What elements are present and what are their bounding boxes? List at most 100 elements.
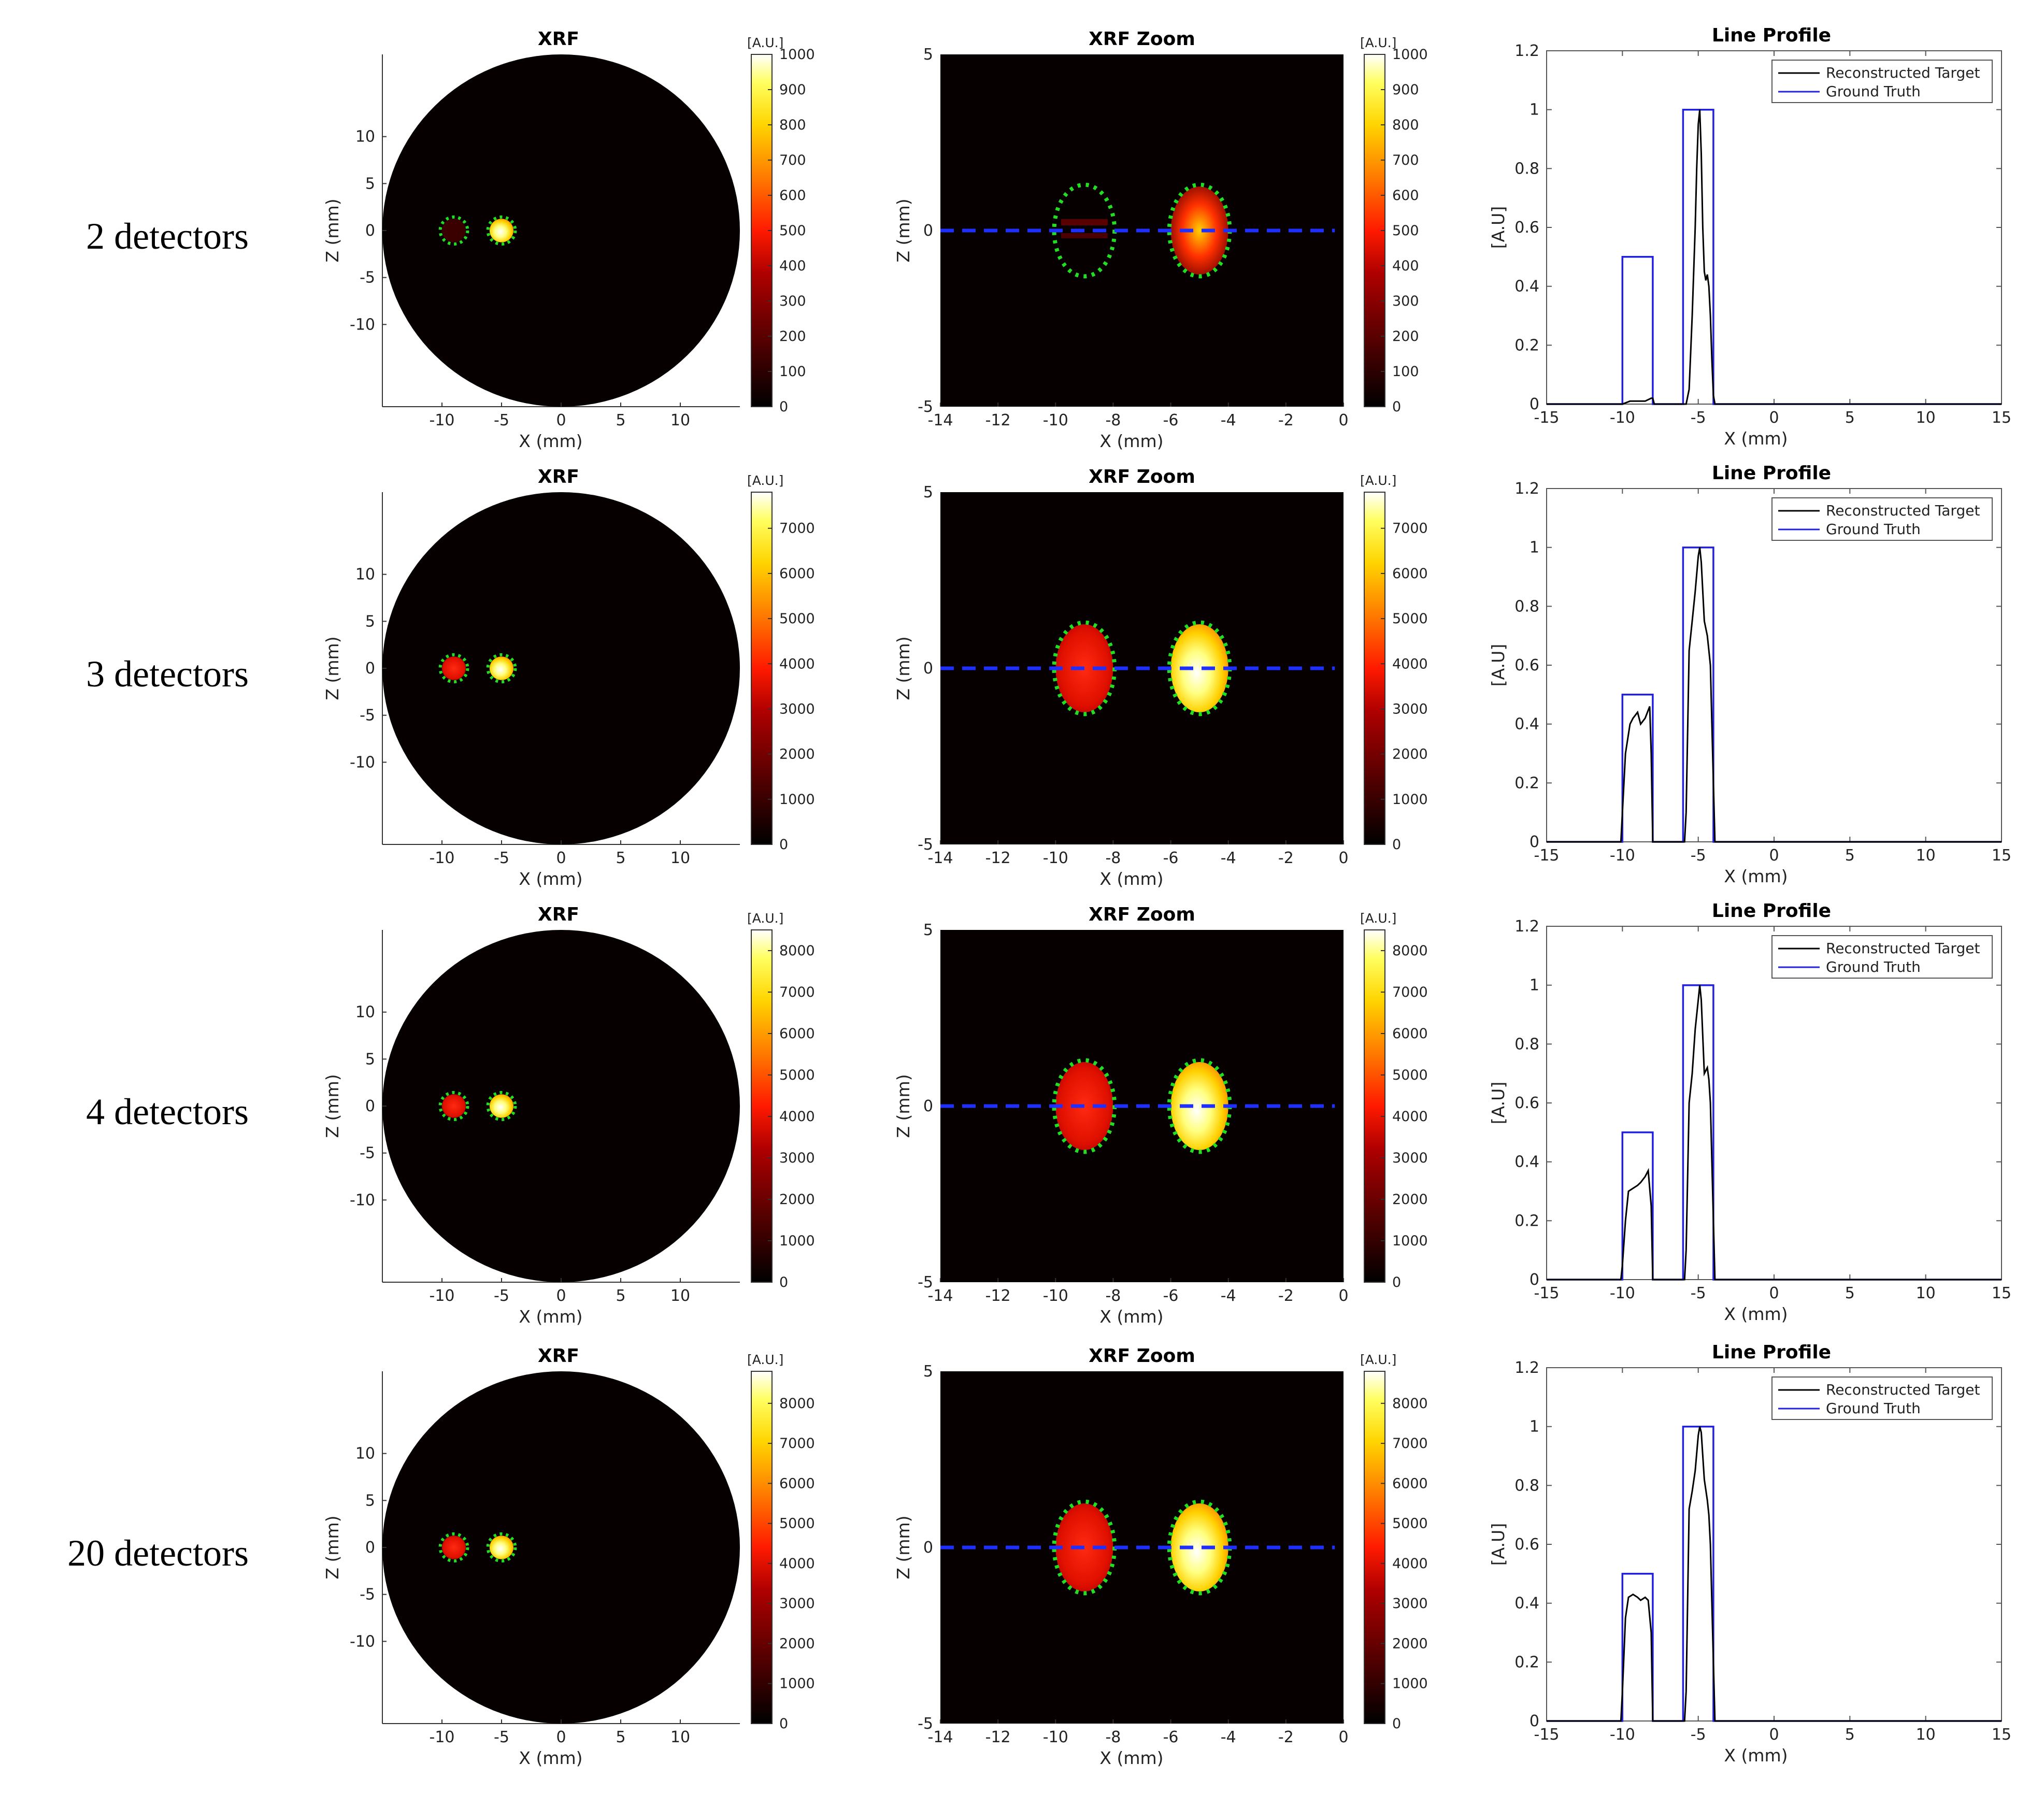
zoom-colorbar-tick-label: 700 bbox=[1392, 152, 1419, 168]
profile-y-tick-label: 1.2 bbox=[1514, 917, 1539, 936]
zoom-y-tick-label: 0 bbox=[923, 222, 933, 240]
zoom-colorbar-tick-label: 3000 bbox=[1392, 1150, 1428, 1166]
xrf-x-tick-label: 5 bbox=[616, 849, 625, 867]
xrf-colorbar-tick-label: 3000 bbox=[779, 701, 815, 717]
profile-y-tick-label: 0.4 bbox=[1514, 715, 1539, 734]
profile-x-tick-label: 15 bbox=[1992, 847, 2011, 865]
zoom-colorbar-tick-label: 5000 bbox=[1392, 1516, 1428, 1532]
xrf-colorbar-tick-label: 7000 bbox=[779, 1436, 815, 1452]
xrf-x-tick-label: 5 bbox=[616, 1728, 625, 1746]
profile-x-tick-label: 0 bbox=[1769, 409, 1779, 427]
profile-y-tick-label: 0.8 bbox=[1514, 1035, 1539, 1053]
xrf-y-label: Z (mm) bbox=[322, 1515, 342, 1579]
xrf-x-tick-label: -5 bbox=[494, 1287, 509, 1305]
zoom-y-tick-label: 0 bbox=[923, 659, 933, 678]
profile-y-tick-label: 0.4 bbox=[1514, 1153, 1539, 1171]
zoom-colorbar-unit: [A.U.] bbox=[1360, 911, 1396, 926]
xrf-y-tick-label: -5 bbox=[360, 1586, 375, 1604]
profile-y-tick-label: 0.2 bbox=[1514, 1212, 1539, 1230]
zoom-colorbar-tick-label: 3000 bbox=[1392, 1596, 1428, 1612]
xrf-colorbar-tick-label: 2000 bbox=[779, 747, 815, 763]
zoom-x-tick-label: -12 bbox=[985, 1287, 1011, 1305]
xrf-colorbar-tick-label: 1000 bbox=[779, 792, 815, 808]
xrf-target-outline bbox=[486, 1091, 517, 1122]
xrf-colorbar-tick-label: 400 bbox=[779, 258, 806, 274]
zoom-colorbar-tick-label: 0 bbox=[1392, 1274, 1401, 1290]
zoom-colorbar-tick-label: 8000 bbox=[1392, 1396, 1428, 1412]
zoom-target-spot bbox=[1170, 1062, 1228, 1150]
xrf-colorbar-tick-label: 3000 bbox=[779, 1596, 815, 1612]
zoom-x-tick-label: -4 bbox=[1221, 849, 1236, 867]
zoom-colorbar-tick-label: 5000 bbox=[1392, 611, 1428, 627]
xrf-y-tick-label: -5 bbox=[360, 269, 375, 287]
profile-legend-box bbox=[1771, 1376, 1993, 1420]
xrf-x-tick-label: -5 bbox=[494, 849, 509, 867]
xrf-colorbar bbox=[751, 492, 773, 845]
xrf-target-spot bbox=[442, 1536, 466, 1559]
profile-x-tick-label: 10 bbox=[1916, 1284, 1936, 1302]
profile-title: Line Profile bbox=[1712, 900, 1831, 922]
zoom-colorbar-tick-label: 200 bbox=[1392, 328, 1419, 345]
zoom-panel: -14 -12 -10 -8 -6 -4 -2 0 5 0 -5 XRF Zoom X (mm) Z (m… bbox=[893, 1345, 1428, 1768]
legend-label: Reconstructed Target bbox=[1826, 502, 1980, 519]
zoom-panel: -14 -12 -10 -8 -6 -4 -2 0 5 0 -5 XRF Zoom X (mm) Z (m… bbox=[893, 466, 1428, 889]
xrf-y-tick-label: -10 bbox=[350, 1632, 375, 1651]
xrf-colorbar-tick-label: 500 bbox=[779, 223, 806, 239]
xrf-target-outline bbox=[438, 215, 469, 246]
zoom-colorbar-tick-label: 6000 bbox=[1392, 1475, 1428, 1491]
xrf-x-label: X (mm) bbox=[519, 1748, 582, 1768]
zoom-x-tick-label: -6 bbox=[1163, 1728, 1179, 1746]
zoom-x-tick-label: -14 bbox=[928, 1287, 953, 1305]
zoom-colorbar-tick-label: 600 bbox=[1392, 188, 1419, 204]
zoom-colorbar-tick-label: 1000 bbox=[1392, 1676, 1428, 1692]
xrf-x-tick-label: -10 bbox=[430, 849, 455, 867]
xrf-colorbar-tick-label: 5000 bbox=[779, 1067, 815, 1083]
profile-y-tick-label: 0.6 bbox=[1514, 1536, 1539, 1554]
zoom-y-tick-label: 0 bbox=[923, 1097, 933, 1115]
xrf-panel: -10 -5 0 5 10 10 5 0 -5 -10 XRF X (mm) Z (mm) [A.U.] 0… bbox=[322, 1345, 815, 1768]
zoom-x-tick-label: -6 bbox=[1163, 411, 1179, 429]
profile-x-tick-label: -15 bbox=[1534, 1726, 1560, 1744]
zoom-x-tick-label: 0 bbox=[1338, 411, 1348, 429]
xrf-colorbar-tick-label: 7000 bbox=[779, 521, 815, 537]
xrf-colorbar-tick-label: 8000 bbox=[779, 1396, 815, 1412]
zoom-faint-streak bbox=[1061, 233, 1108, 238]
profile-y-tick-label: 0.8 bbox=[1514, 1476, 1539, 1495]
profile-x-tick-label: 0 bbox=[1769, 1726, 1779, 1744]
zoom-colorbar-tick-label: 3000 bbox=[1392, 701, 1428, 717]
xrf-colorbar-tick-label: 1000 bbox=[779, 1233, 815, 1249]
zoom-x-tick-label: -8 bbox=[1105, 1287, 1121, 1305]
xrf-x-tick-label: 10 bbox=[670, 849, 690, 867]
profile-y-tick-label: 0.2 bbox=[1514, 1653, 1539, 1671]
profile-x-tick-label: 15 bbox=[1992, 1726, 2011, 1744]
zoom-x-tick-label: -6 bbox=[1163, 849, 1179, 867]
zoom-x-tick-label: -12 bbox=[985, 1728, 1011, 1746]
zoom-y-tick-label: 0 bbox=[923, 1539, 933, 1557]
zoom-x-tick-label: -14 bbox=[928, 411, 953, 429]
profile-x-tick-label: -15 bbox=[1534, 409, 1560, 427]
xrf-colorbar-tick-label: 0 bbox=[779, 399, 788, 415]
xrf-target-outline bbox=[438, 653, 469, 684]
zoom-colorbar-tick-label: 8000 bbox=[1392, 943, 1428, 959]
zoom-x-tick-label: -2 bbox=[1278, 1287, 1294, 1305]
profile-x-tick-label: 15 bbox=[1992, 1284, 2011, 1302]
xrf-y-tick-label: -10 bbox=[350, 1191, 375, 1209]
zoom-title: XRF Zoom bbox=[1089, 1345, 1195, 1367]
xrf-x-tick-label: -5 bbox=[494, 1728, 509, 1746]
row-label: 4 detectors bbox=[86, 1091, 249, 1132]
xrf-colorbar-tick-label: 200 bbox=[779, 328, 806, 345]
xrf-x-tick-label: 10 bbox=[670, 1728, 690, 1746]
xrf-x-tick-label: -5 bbox=[494, 411, 509, 429]
zoom-x-tick-label: -2 bbox=[1278, 411, 1294, 429]
xrf-x-label: X (mm) bbox=[519, 869, 582, 889]
profile-y-label: [A.U] bbox=[1488, 206, 1508, 249]
profile-title: Line Profile bbox=[1712, 463, 1831, 484]
xrf-colorbar-tick-label: 8000 bbox=[779, 943, 815, 959]
zoom-colorbar-unit: [A.U.] bbox=[1360, 35, 1396, 50]
xrf-colorbar-tick-label: 5000 bbox=[779, 1516, 815, 1532]
xrf-target-spot bbox=[490, 1094, 513, 1118]
zoom-colorbar-tick-label: 2000 bbox=[1392, 1636, 1428, 1652]
xrf-colorbar-unit: [A.U.] bbox=[747, 473, 783, 488]
zoom-x-label: X (mm) bbox=[1099, 1748, 1163, 1768]
zoom-y-tick-label: -5 bbox=[918, 836, 933, 854]
